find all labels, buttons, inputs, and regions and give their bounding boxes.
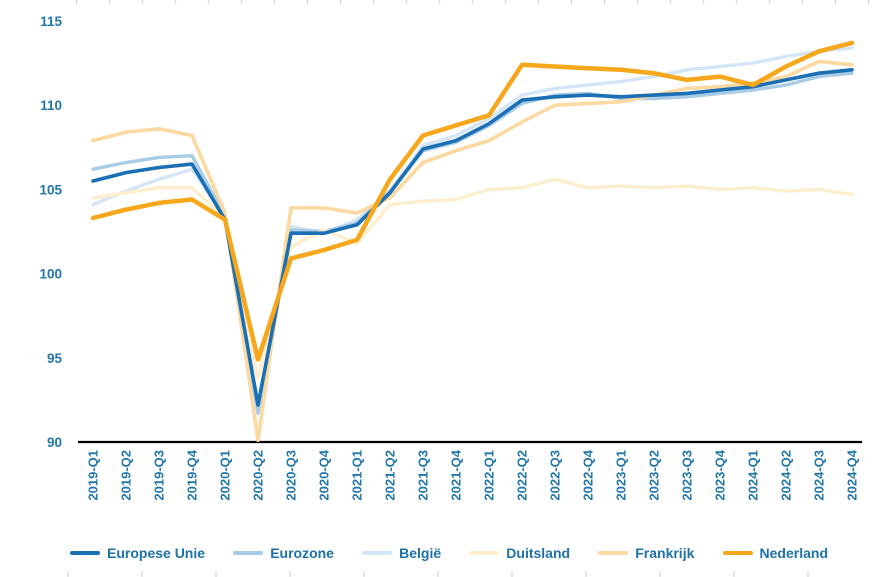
y-axis-tick-label: 105 <box>39 182 62 197</box>
x-axis-tick-label: 2020-Q1 <box>218 450 233 501</box>
legend-item-nederland[interactable]: Nederland <box>722 545 828 561</box>
x-axis-tick-label: 2024-Q4 <box>845 449 860 500</box>
x-axis-tick-label: 2021-Q2 <box>383 450 398 501</box>
y-axis-tick-label: 90 <box>47 435 62 450</box>
legend-swatch-duitsland <box>469 550 500 556</box>
x-axis-tick-label: 2022-Q3 <box>548 450 563 501</box>
x-axis-tick-label: 2019-Q1 <box>86 450 101 501</box>
x-axis-tick-label: 2020-Q4 <box>317 449 332 500</box>
legend-item-europese-unie[interactable]: Europese Unie <box>70 545 205 561</box>
legend-label-europese-unie: Europese Unie <box>107 545 206 561</box>
chart-legend: Europese Unie Eurozone België Duitsland … <box>70 542 828 564</box>
x-axis-tick-label: 2023-Q4 <box>713 449 728 500</box>
y-axis-tick-label: 110 <box>40 98 62 113</box>
y-axis-tick-label: 115 <box>40 14 62 29</box>
y-axis-tick-label: 95 <box>47 351 63 366</box>
x-axis-tick-label: 2023-Q2 <box>647 450 662 501</box>
legend-label-eurozone: Eurozone <box>270 545 334 561</box>
series-line-nederland[interactable] <box>90 40 855 362</box>
legend-item-eurozone[interactable]: Eurozone <box>233 545 334 561</box>
y-axis-tick-label: 100 <box>39 267 62 282</box>
x-axis-tick-label: 2022-Q1 <box>482 450 497 501</box>
x-axis-tick-label: 2020-Q2 <box>251 450 266 501</box>
series-line-belgie[interactable] <box>91 46 854 412</box>
series-line-eurozone[interactable] <box>91 71 854 416</box>
series-line-frankrijk[interactable] <box>91 59 854 443</box>
legend-label-belgie: België <box>399 545 442 561</box>
x-axis-tick-label: 2022-Q2 <box>515 450 530 501</box>
legend-swatch-frankrijk <box>598 550 629 556</box>
x-axis-tick-label: 2019-Q2 <box>119 450 134 501</box>
legend-swatch-belgie <box>362 550 393 556</box>
series-line-europese-unie[interactable] <box>91 68 854 407</box>
legend-swatch-europese-unie <box>70 550 100 556</box>
x-axis-tick-label: 2019-Q3 <box>152 450 167 501</box>
x-axis-tick-label: 2021-Q1 <box>350 450 365 501</box>
x-axis-tick-label: 2023-Q3 <box>680 450 695 501</box>
legend-label-frankrijk: Frankrijk <box>635 545 695 561</box>
legend-swatch-eurozone <box>233 550 264 556</box>
legend-item-duitsland[interactable]: Duitsland <box>469 545 570 561</box>
x-axis-tick-label: 2019-Q4 <box>185 449 200 500</box>
legend-label-nederland: Nederland <box>759 545 828 561</box>
x-axis-tick-label: 2024-Q1 <box>746 450 761 501</box>
x-axis-tick-label: 2021-Q4 <box>449 449 464 500</box>
x-axis-tick-label: 2024-Q2 <box>779 450 794 501</box>
legend-label-duitsland: Duitsland <box>506 545 571 561</box>
x-axis-tick-label: 2023-Q1 <box>614 450 629 501</box>
x-axis-tick-label: 2022-Q4 <box>581 449 596 500</box>
x-axis-tick-label: 2020-Q3 <box>284 450 299 501</box>
x-axis-tick-label: 2024-Q3 <box>812 450 827 501</box>
legend-item-belgie[interactable]: België <box>362 545 441 561</box>
legend-swatch-nederland <box>722 550 753 556</box>
x-axis-tick-label: 2021-Q3 <box>416 450 431 501</box>
legend-item-frankrijk[interactable]: Frankrijk <box>598 545 694 561</box>
